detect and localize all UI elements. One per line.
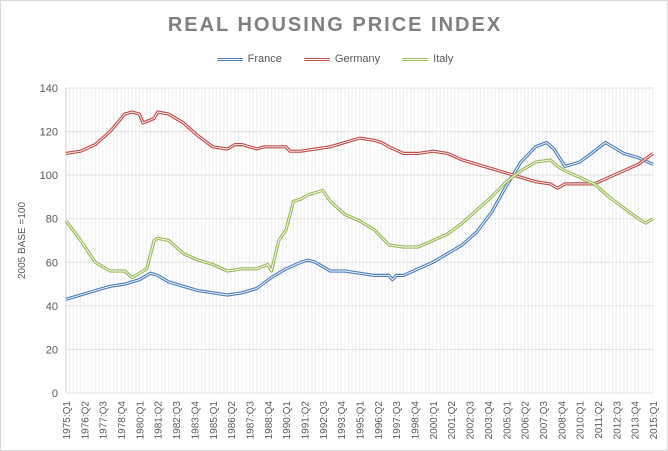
x-tick-label: 1977:Q3 [99, 401, 110, 440]
x-tick-label: 1996:Q2 [374, 401, 385, 440]
y-tick-label: 60 [46, 257, 58, 269]
legend-swatch [216, 57, 243, 61]
x-tick-label: 2010:Q1 [576, 401, 587, 440]
legend-swatch [303, 57, 330, 61]
chart-title: REAL HOUSING PRICE INDEX [167, 14, 503, 36]
y-tick-label: 40 [46, 301, 58, 313]
x-tick-label: 2005:Q1 [502, 401, 513, 440]
x-tick-label: 2001:Q2 [447, 401, 458, 440]
x-tick-label: 1980:Q1 [135, 401, 146, 440]
legend-label: Italy [433, 53, 454, 65]
x-tick-label: 2015:Q1 [649, 401, 660, 440]
x-tick-label: 1981:Q2 [154, 401, 165, 440]
legend-item-germany: Germany [303, 53, 381, 65]
x-tick-label: 1998:Q4 [411, 401, 422, 440]
x-tick-label: 1982:Q3 [172, 401, 183, 440]
legend-item-italy: Italy [402, 53, 453, 65]
y-tick-label: 80 [46, 214, 58, 226]
x-tick-label: 2013:Q4 [631, 401, 642, 440]
series-line-highlight-germany [65, 111, 654, 189]
x-tick-label: 1990:Q1 [282, 401, 293, 440]
legend: France Germany Italy [1, 53, 667, 65]
y-tick-label: 20 [46, 344, 58, 356]
x-tick-label: 1975:Q1 [62, 401, 73, 440]
x-tick-label: 1997:Q3 [392, 401, 403, 440]
x-tick-label: 1995:Q1 [356, 401, 367, 440]
series-line-highlight-italy [65, 159, 654, 278]
series-line-highlight-france [65, 142, 654, 300]
x-tick-label: 2000:Q1 [429, 401, 440, 440]
legend-label: France [247, 53, 282, 65]
x-tick-label: 1991:Q2 [300, 401, 311, 440]
y-axis-label: 2005 BASE =100 [17, 202, 28, 279]
x-tick-label: 1983:Q4 [190, 401, 201, 440]
x-tick-label: 2003:Q4 [484, 401, 495, 440]
legend-item-france: France [216, 53, 282, 65]
x-tick-label: 1978:Q4 [117, 401, 128, 440]
x-tick-label: 1987:Q3 [245, 401, 256, 440]
y-tick-label: 100 [40, 170, 58, 182]
x-tick-label: 1986:Q2 [227, 401, 238, 440]
x-tick-label: 2012:Q3 [612, 401, 623, 440]
x-tick-label: 1985:Q1 [209, 401, 220, 440]
x-tick-label: 1993:Q4 [337, 401, 348, 440]
x-tick-label: 2006:Q2 [521, 401, 532, 440]
x-tick-label: 1992:Q3 [319, 401, 330, 440]
x-tick-label: 1976:Q2 [80, 401, 91, 440]
legend-label: Germany [334, 53, 381, 65]
x-tick-label: 2011:Q2 [594, 401, 605, 439]
y-tick-label: 0 [52, 388, 58, 400]
y-tick-label: 120 [40, 127, 58, 139]
y-tick-label: 140 [40, 83, 58, 95]
x-tick-label: 2002:Q3 [466, 401, 477, 440]
legend-swatch [402, 57, 429, 61]
x-tick-label: 2008:Q4 [557, 401, 568, 440]
x-tick-label: 1988:Q4 [264, 401, 275, 440]
x-tick-label: 2007:Q3 [539, 401, 550, 440]
